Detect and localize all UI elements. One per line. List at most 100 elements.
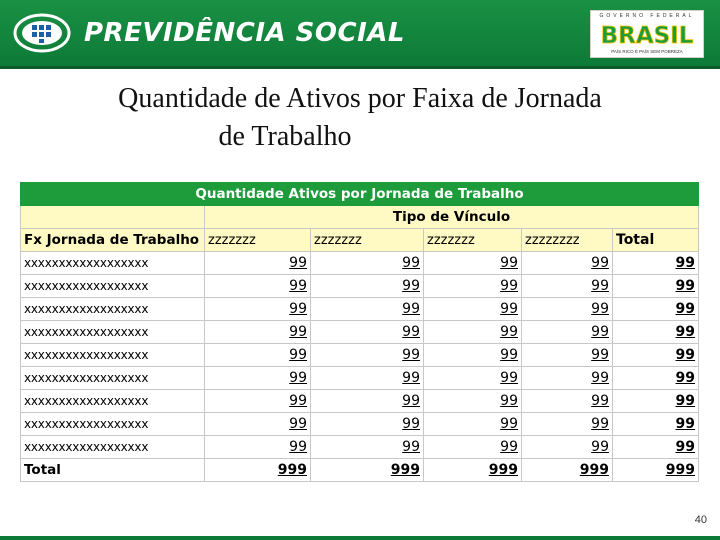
total-label: Total: [20, 458, 205, 482]
cell-value: 99: [675, 439, 696, 455]
table-cell: 99: [310, 435, 424, 459]
table-cell: 99: [204, 297, 311, 321]
cell-value: 99: [591, 301, 609, 317]
group-header-blank: [20, 205, 205, 229]
column-header: zzzzzzzz: [521, 228, 613, 252]
cell-value: 99: [675, 416, 696, 432]
column-header: Total: [611, 228, 700, 252]
table-cell: 99: [423, 435, 522, 459]
cell-value: 99: [675, 347, 696, 363]
table-cell: 999: [521, 458, 613, 482]
table-cell: 99: [204, 343, 311, 367]
cell-value: 99: [289, 301, 307, 317]
table-cell: 999: [204, 458, 311, 482]
table-cell: 99: [204, 389, 311, 413]
cell-value: 99: [500, 370, 518, 386]
table-cell: 99: [310, 274, 424, 298]
group-header-row: Tipo de Vínculo: [20, 205, 700, 229]
cell-value: 99: [675, 255, 696, 271]
brand-name: PREVIDÊNCIA SOCIAL: [84, 18, 405, 48]
table-row: xxxxxxxxxxxxxxxxxx 99 99 99 99 99: [20, 274, 700, 298]
table-cell: 99: [423, 412, 522, 436]
cell-value: 99: [289, 278, 307, 294]
cell-value: 999: [665, 462, 696, 478]
cell-value: 99: [591, 370, 609, 386]
cell-value: 99: [402, 416, 420, 432]
table-cell: 99: [611, 343, 700, 367]
column-header: zzzzzzz: [204, 228, 311, 252]
cell-value: 99: [500, 301, 518, 317]
row-label: xxxxxxxxxxxxxxxxxx: [20, 251, 205, 275]
row-label: xxxxxxxxxxxxxxxxxx: [20, 320, 205, 344]
row-label: xxxxxxxxxxxxxxxxxx: [20, 274, 205, 298]
table-cell: 99: [310, 412, 424, 436]
table-cell: 99: [310, 251, 424, 275]
cell-value: 99: [500, 416, 518, 432]
slide-title-line1: Quantidade de Ativos por Faixa de Jornad…: [118, 83, 602, 114]
data-table-wrapper: Quantidade Ativos por Jornada de Trabalh…: [19, 182, 700, 482]
table-cell: 99: [521, 389, 613, 413]
table-cell: 99: [611, 435, 700, 459]
brasil-wordmark: BRASIL: [595, 21, 699, 47]
cell-value: 99: [402, 324, 420, 340]
row-label: xxxxxxxxxxxxxxxxxx: [20, 297, 205, 321]
table-cell: 999: [310, 458, 424, 482]
table-row: xxxxxxxxxxxxxxxxxx 99 99 99 99 99: [20, 435, 700, 459]
table-cell: 99: [423, 343, 522, 367]
column-header: zzzzzzz: [310, 228, 424, 252]
table-row: xxxxxxxxxxxxxxxxxx 99 99 99 99 99: [20, 389, 700, 413]
cell-value: 99: [675, 278, 696, 294]
cell-value: 99: [289, 393, 307, 409]
cell-value: 99: [289, 255, 307, 271]
row-label: xxxxxxxxxxxxxxxxxx: [20, 366, 205, 390]
cell-value: 99: [591, 324, 609, 340]
table-title-row: Quantidade Ativos por Jornada de Trabalh…: [19, 182, 700, 206]
previdencia-logo-icon: [13, 13, 71, 53]
table-cell: 99: [521, 412, 613, 436]
table-cell: 99: [204, 274, 311, 298]
table-cell: 99: [423, 366, 522, 390]
header-banner: PREVIDÊNCIA SOCIAL GOVERNO FEDERAL BRASI…: [0, 0, 720, 66]
table-row: xxxxxxxxxxxxxxxxxx 99 99 99 99 99: [20, 251, 700, 275]
cell-value: 99: [675, 324, 696, 340]
table-cell: 99: [310, 297, 424, 321]
table-row: xxxxxxxxxxxxxxxxxx 99 99 99 99 99: [20, 366, 700, 390]
table-cell: 99: [521, 297, 613, 321]
table-cell: 999: [423, 458, 522, 482]
cell-value: 99: [500, 278, 518, 294]
row-label: xxxxxxxxxxxxxxxxxx: [20, 412, 205, 436]
column-header-row: Fx Jornada de Trabalho zzzzzzz zzzzzzz z…: [20, 228, 700, 252]
table-cell: 99: [204, 320, 311, 344]
table-cell: 99: [423, 389, 522, 413]
cell-value: 99: [402, 278, 420, 294]
header-divider: [0, 66, 720, 69]
row-label: xxxxxxxxxxxxxxxxxx: [20, 343, 205, 367]
cell-value: 99: [675, 301, 696, 317]
cell-value: 99: [289, 416, 307, 432]
slide-title: Quantidade de Ativos por Faixa de Jornad…: [20, 80, 700, 156]
table-cell: 99: [423, 251, 522, 275]
row-label: xxxxxxxxxxxxxxxxxx: [20, 389, 205, 413]
cell-value: 99: [402, 255, 420, 271]
total-row: Total 999 999 999 999 999: [20, 458, 700, 482]
gov-top-text: GOVERNO FEDERAL: [599, 13, 695, 19]
table-cell: 99: [204, 366, 311, 390]
cell-value: 99: [591, 393, 609, 409]
table-cell: 999: [611, 458, 700, 482]
table-row: xxxxxxxxxxxxxxxxxx 99 99 99 99 99: [20, 320, 700, 344]
table-cell: 99: [204, 251, 311, 275]
table-cell: 99: [521, 366, 613, 390]
table-cell: 99: [611, 297, 700, 321]
table-cell: 99: [521, 320, 613, 344]
table-cell: 99: [611, 274, 700, 298]
table-cell: 99: [310, 343, 424, 367]
table-row: xxxxxxxxxxxxxxxxxx 99 99 99 99 99: [20, 297, 700, 321]
gov-slogan: PAÍS RICO É PAÍS SEM POBREZA: [611, 49, 683, 54]
cell-value: 99: [289, 439, 307, 455]
table-cell: 99: [611, 389, 700, 413]
page-number: 40: [694, 514, 707, 526]
table-cell: 99: [423, 320, 522, 344]
data-table: Quantidade Ativos por Jornada de Trabalh…: [19, 182, 700, 482]
row-label: xxxxxxxxxxxxxxxxxx: [20, 435, 205, 459]
cell-value: 999: [390, 462, 420, 478]
